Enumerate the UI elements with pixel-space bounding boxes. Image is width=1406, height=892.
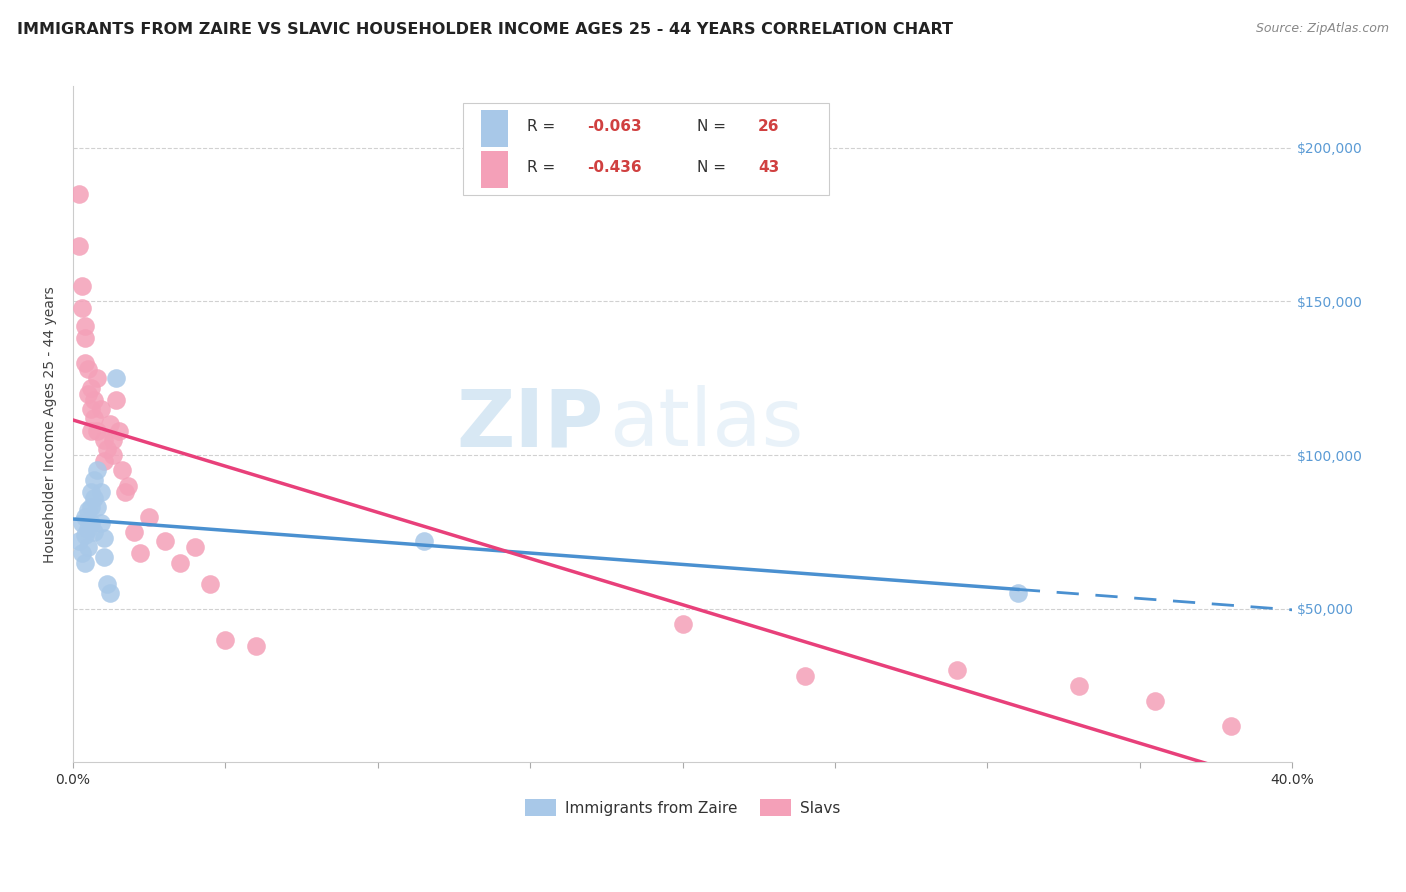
FancyBboxPatch shape <box>481 151 509 188</box>
Point <box>80 485 103 500</box>
Point <box>70 301 93 315</box>
Point <box>98 586 121 600</box>
Text: 43: 43 <box>758 160 779 175</box>
Point <box>80 516 103 530</box>
Point <box>75 331 97 345</box>
Point <box>67 186 90 201</box>
Point <box>75 556 97 570</box>
Text: R =: R = <box>527 120 560 135</box>
Point <box>111 463 134 477</box>
Point <box>93 433 115 447</box>
Point <box>83 411 105 425</box>
Point <box>214 632 236 647</box>
Point <box>101 433 124 447</box>
Point <box>412 534 434 549</box>
Point <box>86 500 108 515</box>
Point <box>1220 718 1243 732</box>
Point <box>77 541 100 555</box>
FancyBboxPatch shape <box>463 103 830 194</box>
Point <box>98 417 121 432</box>
Point <box>89 516 111 530</box>
Point <box>75 528 97 542</box>
Point <box>1007 586 1029 600</box>
Point <box>107 424 129 438</box>
Text: Source: ZipAtlas.com: Source: ZipAtlas.com <box>1256 22 1389 36</box>
Text: N =: N = <box>697 120 731 135</box>
Y-axis label: Householder Income Ages 25 - 44 years: Householder Income Ages 25 - 44 years <box>44 286 58 563</box>
Point <box>245 639 267 653</box>
Point <box>184 541 207 555</box>
Point <box>77 503 100 517</box>
Point <box>75 356 97 370</box>
Text: ZIP: ZIP <box>456 385 603 464</box>
Point <box>80 500 103 515</box>
Point <box>70 279 93 293</box>
Point <box>169 556 191 570</box>
Text: R =: R = <box>527 160 560 175</box>
Point <box>77 522 100 536</box>
Point <box>80 424 103 438</box>
Point <box>89 402 111 417</box>
Point <box>77 362 100 376</box>
Point <box>104 371 127 385</box>
Point <box>93 531 115 545</box>
Point <box>86 424 108 438</box>
Point <box>70 516 93 530</box>
Point <box>77 386 100 401</box>
Point <box>672 617 695 632</box>
Point <box>67 239 90 253</box>
Text: -0.063: -0.063 <box>588 120 643 135</box>
Point <box>1067 679 1090 693</box>
Point <box>86 371 108 385</box>
Text: -0.436: -0.436 <box>588 160 643 175</box>
Point <box>104 392 127 407</box>
Point <box>117 479 139 493</box>
Point <box>1143 694 1166 708</box>
Point <box>89 485 111 500</box>
Point <box>86 463 108 477</box>
Point <box>129 546 152 560</box>
Point <box>96 442 118 456</box>
Point <box>83 524 105 539</box>
Point <box>70 546 93 560</box>
Point <box>793 669 815 683</box>
Point <box>153 534 176 549</box>
Point <box>96 577 118 591</box>
Point <box>83 473 105 487</box>
Point <box>83 392 105 407</box>
Point <box>138 509 160 524</box>
Text: atlas: atlas <box>609 385 804 464</box>
Point <box>101 448 124 462</box>
Point <box>75 319 97 334</box>
Text: IMMIGRANTS FROM ZAIRE VS SLAVIC HOUSEHOLDER INCOME AGES 25 - 44 YEARS CORRELATIO: IMMIGRANTS FROM ZAIRE VS SLAVIC HOUSEHOL… <box>17 22 953 37</box>
Point <box>75 509 97 524</box>
FancyBboxPatch shape <box>481 110 509 147</box>
Point <box>122 524 145 539</box>
Point <box>93 549 115 564</box>
Point <box>67 534 90 549</box>
Point <box>200 577 222 591</box>
Point <box>80 402 103 417</box>
Point <box>114 485 136 500</box>
Point <box>80 380 103 394</box>
Legend: Immigrants from Zaire, Slavs: Immigrants from Zaire, Slavs <box>519 792 846 822</box>
Point <box>83 491 105 505</box>
Text: N =: N = <box>697 160 731 175</box>
Point <box>946 663 969 677</box>
Point <box>93 454 115 468</box>
Text: 26: 26 <box>758 120 780 135</box>
